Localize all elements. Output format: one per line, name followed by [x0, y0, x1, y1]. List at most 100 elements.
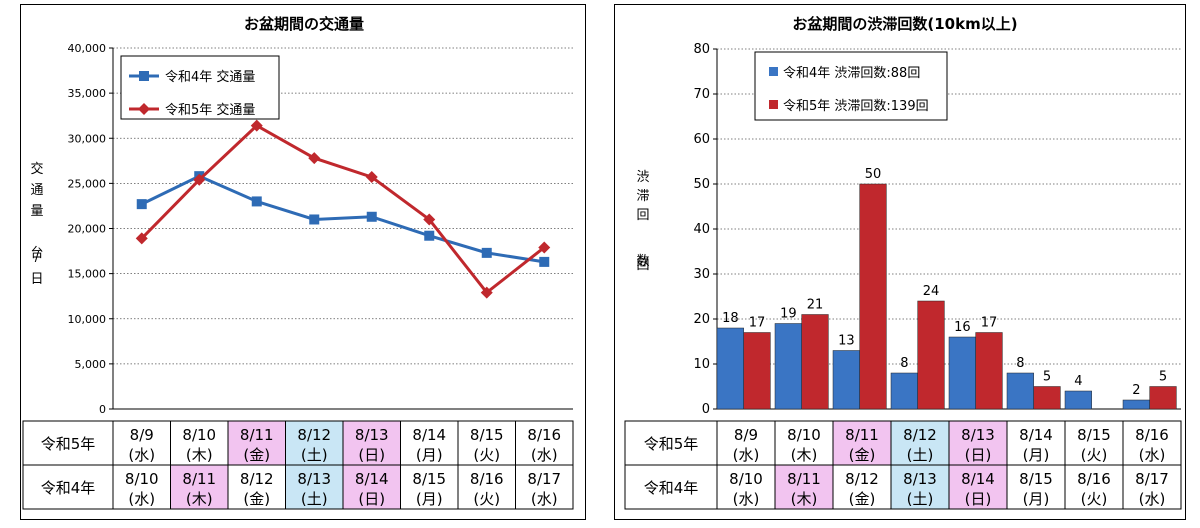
- bar-data-label: 18: [722, 311, 739, 326]
- table-date: 8/17: [1135, 470, 1169, 488]
- y-axis-label-char: 滞: [636, 189, 649, 204]
- table-weekday: (水): [128, 446, 155, 464]
- y-tick-label: 10,000: [68, 313, 107, 326]
- bar-data-label: 5: [1159, 370, 1167, 385]
- table-date: 8/9: [734, 426, 758, 444]
- bar-data-label: 17: [981, 316, 998, 331]
- congestion-count-chart: お盆期間の渋滞回数(10km以上)01020304050607080渋滞回数回1…: [624, 15, 1182, 510]
- table-weekday: (水): [1139, 490, 1166, 508]
- bar: [948, 336, 976, 410]
- y-tick-label: 35,000: [68, 87, 107, 100]
- y-tick-label: 40: [693, 222, 710, 237]
- table-row-label: 令和4年: [41, 479, 96, 497]
- chart-title: お盆期間の渋滞回数(10km以上): [792, 15, 1017, 33]
- table-weekday: (日): [358, 446, 385, 464]
- congestion-count-chart-panel: お盆期間の渋滞回数(10km以上) 0 10 20 30 40 50 60 70 80 渋滞回数回 1…: [614, 4, 1186, 520]
- y-tick-label: 30: [693, 267, 710, 282]
- data-point-marker: [135, 232, 148, 245]
- bar: [975, 332, 1003, 410]
- table-date: 8/10: [729, 470, 763, 488]
- table-row-label: 令和4年: [644, 479, 699, 497]
- y-tick-label: 0: [99, 403, 106, 416]
- data-point-marker: [480, 286, 493, 299]
- y-tick-label: 0: [702, 402, 710, 417]
- data-point-marker: [251, 196, 262, 207]
- bar: [1149, 386, 1177, 410]
- table-weekday: (月): [1023, 490, 1050, 508]
- table-date: 8/16: [1135, 426, 1169, 444]
- traffic-volume-chart: お盆期間の交通量 0 5,000 10,000 15,000 20,000 25,000 30…: [22, 15, 574, 510]
- table-weekday: (金): [243, 446, 270, 464]
- y-tick-label: 40,000: [68, 42, 107, 55]
- table-date-cell: [515, 464, 574, 510]
- table-date-cell: [890, 464, 950, 510]
- table-date-cell: [1064, 464, 1124, 510]
- legend-label: 令和4年 渋滞回数:88回: [783, 66, 920, 81]
- table-date: 8/13: [297, 470, 331, 488]
- bar-data-label: 2: [1132, 383, 1140, 398]
- table-date: 8/14: [1019, 426, 1053, 444]
- table-date-cell: [285, 420, 344, 466]
- table-date-cell: [948, 464, 1008, 510]
- data-point-marker: [538, 241, 551, 254]
- table-weekday: (水): [128, 490, 155, 508]
- table-date-cell: [832, 420, 892, 466]
- bar: [890, 372, 918, 410]
- table-date: 8/12: [903, 426, 937, 444]
- table-date: 8/15: [470, 426, 504, 444]
- table-weekday: (木): [791, 490, 818, 508]
- table-weekday: (水): [733, 446, 760, 464]
- table-date: 8/14: [961, 470, 995, 488]
- table-date: 8/15: [1077, 426, 1111, 444]
- table-date: 8/15: [412, 470, 446, 488]
- table-weekday: (月): [1023, 446, 1050, 464]
- table-weekday: (火): [473, 446, 500, 464]
- table-date-cell: [112, 420, 171, 466]
- table-date: 8/11: [182, 470, 216, 488]
- y-axis-label-char: 通: [30, 183, 43, 198]
- table-date: 8/10: [787, 426, 821, 444]
- legend-swatch: [769, 100, 778, 109]
- table-date: 8/12: [297, 426, 331, 444]
- legend-swatch-marker: [138, 103, 150, 115]
- table-date-cell: [227, 464, 286, 510]
- y-tick-label: 70: [693, 87, 710, 102]
- table-date-cell: [774, 464, 834, 510]
- bar-data-label: 24: [923, 284, 940, 299]
- data-point-marker: [309, 214, 320, 225]
- y-tick-label: 60: [693, 132, 710, 147]
- bar-data-label: 16: [954, 320, 971, 335]
- bar: [716, 327, 744, 410]
- y-tick-label: 5,000: [75, 358, 107, 371]
- table-date-cell: [1122, 420, 1182, 466]
- table-weekday: (日): [965, 446, 992, 464]
- table-weekday: (水): [1139, 446, 1166, 464]
- table-date: 8/13: [961, 426, 995, 444]
- bar-data-label: 8: [900, 356, 908, 371]
- table-row-header-cell: [624, 464, 718, 510]
- table-weekday: (水): [733, 490, 760, 508]
- table-date: 8/15: [1019, 470, 1053, 488]
- bar: [1064, 390, 1092, 410]
- table-weekday: (土): [301, 490, 328, 508]
- y-tick-label: 10: [693, 357, 710, 372]
- table-weekday: (日): [965, 490, 992, 508]
- table-date: 8/13: [355, 426, 389, 444]
- legend-label: 令和5年 交通量: [165, 102, 255, 118]
- table-weekday: (土): [907, 446, 934, 464]
- y-axis-label-char: 台: [30, 246, 43, 261]
- table-date: 8/17: [527, 470, 561, 488]
- table-weekday: (土): [301, 446, 328, 464]
- y-axis-label-char: 日: [30, 272, 43, 287]
- table-date-cell: [400, 464, 459, 510]
- bar-data-label: 50: [865, 167, 882, 182]
- table-weekday: (木): [791, 446, 818, 464]
- table-date: 8/12: [240, 470, 274, 488]
- legend-swatch-marker: [139, 71, 149, 81]
- y-axis-label-char: 量: [30, 204, 43, 219]
- table-date: 8/9: [130, 426, 154, 444]
- table-date: 8/13: [903, 470, 937, 488]
- table-date-cell: [1122, 464, 1182, 510]
- table-weekday: (火): [1081, 490, 1108, 508]
- table-weekday: (水): [531, 446, 558, 464]
